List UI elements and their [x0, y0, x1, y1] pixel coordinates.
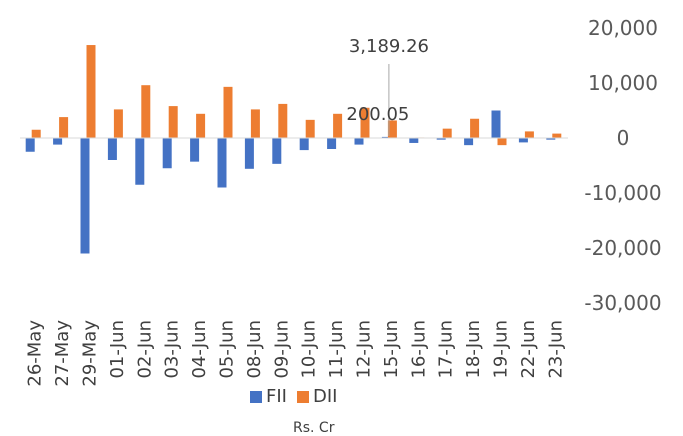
bar-fii-19-Jun — [491, 110, 501, 138]
x-tick-label: 22-Jun — [518, 320, 539, 379]
bar-dii-10-Jun — [305, 119, 315, 138]
bars-group — [25, 45, 562, 254]
y-axis-ticks: 20,000 10,000 0 -10,000 -20,000 -30,000 — [584, 16, 661, 315]
x-tick-label: 16-Jun — [408, 320, 429, 379]
bar-dii-15-Jun — [387, 120, 397, 138]
x-tick-label: 23-Jun — [545, 320, 566, 379]
y-tick-label: -20,000 — [584, 236, 661, 260]
legend-swatch-fii — [250, 390, 262, 403]
bar-fii-01-Jun — [107, 138, 117, 160]
bar-fii-10-Jun — [299, 138, 309, 151]
bar-dii-18-Jun — [470, 118, 480, 138]
x-tick-label: 03-Jun — [162, 320, 183, 379]
x-tick-label: 05-Jun — [217, 320, 238, 379]
x-tick-label: 02-Jun — [134, 320, 155, 379]
y-tick-label: 0 — [617, 126, 630, 150]
bar-fii-29-May — [80, 138, 90, 254]
x-tick-label: 11-Jun — [326, 320, 347, 379]
x-tick-label: 17-Jun — [436, 320, 457, 379]
bar-fii-04-Jun — [190, 138, 200, 162]
bar-dii-08-Jun — [250, 109, 260, 138]
x-tick-label: 29-May — [80, 320, 101, 387]
bar-fii-11-Jun — [327, 138, 337, 149]
annotations-group: 3,189.26 200.05 — [346, 36, 429, 136]
bar-dii-09-Jun — [278, 103, 288, 138]
bar-dii-17-Jun — [442, 128, 452, 138]
bar-dii-23-Jun — [552, 133, 562, 138]
bar-dii-02-Jun — [141, 85, 151, 138]
y-tick-label: 10,000 — [588, 71, 658, 95]
x-tick-label: 19-Jun — [491, 320, 512, 379]
bar-dii-03-Jun — [168, 106, 178, 138]
x-tick-label: 15-Jun — [381, 320, 402, 379]
legend-item-dii: DII — [296, 386, 338, 407]
x-tick-label: 09-Jun — [271, 320, 292, 379]
bar-fii-22-Jun — [518, 138, 528, 143]
bar-dii-11-Jun — [333, 113, 343, 138]
bar-dii-27-May — [59, 117, 69, 138]
bar-fii-03-Jun — [162, 138, 172, 169]
x-tick-label: 18-Jun — [463, 320, 484, 379]
y-tick-label: -30,000 — [584, 291, 661, 315]
bar-dii-22-Jun — [524, 131, 534, 138]
legend-swatch-dii — [296, 390, 309, 403]
legend-item-fii: FII — [250, 386, 287, 407]
x-tick-label: 01-Jun — [107, 320, 128, 379]
bar-fii-16-Jun — [409, 138, 419, 143]
y-tick-label: 20,000 — [588, 16, 658, 40]
legend: FII DII — [250, 386, 347, 407]
bar-fii-18-Jun — [464, 138, 474, 146]
bar-dii-12-Jun — [360, 107, 370, 138]
bar-fii-17-Jun — [436, 138, 446, 140]
bar-dii-19-Jun — [497, 138, 507, 146]
bar-fii-15-Jun — [381, 136, 391, 138]
y-tick-label: -10,000 — [584, 181, 661, 205]
bar-fii-08-Jun — [244, 138, 254, 169]
x-tick-label: 10-Jun — [299, 320, 320, 379]
bar-fii-12-Jun — [354, 138, 364, 145]
x-tick-label: 12-Jun — [354, 320, 375, 379]
x-axis-unit-label: Rs. Cr — [293, 420, 335, 436]
bar-fii-27-May — [53, 138, 63, 145]
bar-fii-26-May — [25, 138, 35, 152]
bar-dii-04-Jun — [196, 113, 206, 138]
bar-fii-02-Jun — [135, 138, 145, 185]
x-axis-ticks: 26-May 27-May 29-May 01-Jun 02-Jun 03-Jun 04-J… — [25, 320, 567, 387]
legend-label-fii: FII — [266, 386, 287, 407]
x-tick-label: 27-May — [52, 320, 73, 387]
bar-fii-05-Jun — [217, 138, 227, 188]
bar-dii-05-Jun — [223, 86, 233, 138]
annotation-dii-15-jun: 3,189.26 — [349, 36, 429, 57]
bar-dii-26-May — [31, 129, 41, 138]
bar-dii-29-May — [86, 45, 96, 138]
x-tick-label: 08-Jun — [244, 320, 265, 379]
bar-dii-01-Jun — [113, 109, 123, 138]
bar-fii-23-Jun — [546, 138, 556, 140]
bar-fii-09-Jun — [272, 138, 282, 164]
annotation-fii-15-jun: 200.05 — [346, 104, 409, 125]
x-tick-label: 04-Jun — [189, 320, 210, 379]
legend-label-dii: DII — [312, 386, 338, 407]
x-tick-label: 26-May — [25, 320, 46, 387]
